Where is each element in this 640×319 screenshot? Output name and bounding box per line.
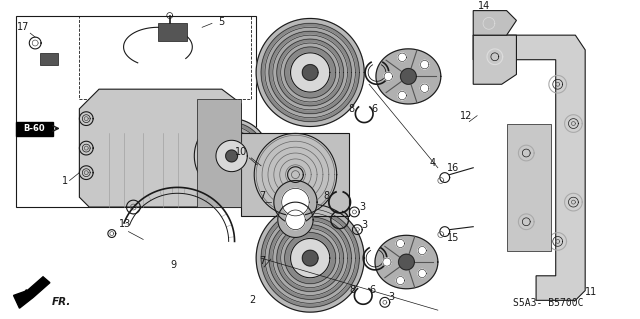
Polygon shape	[206, 130, 257, 182]
Text: 2: 2	[250, 295, 255, 305]
Bar	[507, 123, 551, 251]
Bar	[15, 16, 256, 207]
Text: 3: 3	[361, 220, 367, 230]
Polygon shape	[13, 277, 50, 308]
Polygon shape	[256, 204, 364, 312]
Polygon shape	[226, 150, 237, 162]
Text: 17: 17	[17, 22, 29, 32]
Polygon shape	[281, 43, 340, 102]
Polygon shape	[261, 209, 359, 307]
Polygon shape	[285, 47, 336, 98]
Text: 5: 5	[219, 18, 225, 27]
Text: 3: 3	[388, 292, 395, 302]
Polygon shape	[396, 240, 404, 248]
Polygon shape	[273, 221, 348, 295]
Polygon shape	[302, 250, 318, 266]
Polygon shape	[375, 235, 438, 289]
Polygon shape	[273, 35, 348, 110]
Polygon shape	[473, 35, 585, 300]
Text: 11: 11	[585, 287, 597, 297]
Polygon shape	[256, 19, 364, 127]
Bar	[241, 133, 349, 216]
Polygon shape	[383, 258, 391, 266]
Polygon shape	[401, 69, 416, 84]
Bar	[40, 53, 58, 65]
Polygon shape	[276, 39, 344, 106]
Bar	[158, 23, 188, 41]
Text: 8: 8	[349, 286, 356, 295]
Text: 7: 7	[259, 256, 266, 266]
Polygon shape	[216, 140, 247, 172]
Text: 14: 14	[478, 1, 490, 11]
Polygon shape	[418, 270, 426, 278]
Polygon shape	[282, 189, 309, 216]
Text: 10: 10	[234, 147, 247, 157]
Polygon shape	[79, 89, 241, 207]
Polygon shape	[195, 119, 269, 193]
Polygon shape	[198, 122, 265, 189]
Text: 13: 13	[118, 219, 131, 229]
Text: FR.: FR.	[52, 297, 71, 307]
Polygon shape	[210, 134, 253, 178]
Polygon shape	[291, 53, 330, 92]
Text: 6: 6	[371, 104, 377, 114]
Polygon shape	[285, 210, 305, 230]
Polygon shape	[269, 217, 351, 299]
Polygon shape	[276, 225, 344, 292]
Polygon shape	[420, 84, 429, 93]
Text: 4: 4	[430, 158, 436, 168]
Polygon shape	[420, 60, 429, 69]
Text: 6: 6	[369, 286, 375, 295]
Polygon shape	[396, 277, 404, 285]
Text: 8: 8	[349, 104, 355, 114]
Text: 15: 15	[447, 234, 459, 243]
Polygon shape	[278, 202, 313, 237]
FancyBboxPatch shape	[15, 122, 53, 136]
Polygon shape	[302, 65, 318, 80]
Polygon shape	[473, 11, 516, 35]
Text: 1: 1	[61, 175, 68, 186]
Bar	[79, 16, 252, 99]
Polygon shape	[281, 229, 340, 287]
Polygon shape	[261, 23, 359, 122]
Polygon shape	[269, 31, 351, 114]
Polygon shape	[291, 239, 330, 278]
Polygon shape	[376, 49, 441, 104]
Text: 8: 8	[323, 191, 329, 201]
Polygon shape	[398, 53, 406, 62]
Polygon shape	[265, 27, 355, 118]
Polygon shape	[384, 72, 392, 81]
Polygon shape	[265, 213, 355, 303]
Polygon shape	[274, 181, 317, 224]
Polygon shape	[398, 91, 406, 100]
Text: 12: 12	[460, 111, 473, 121]
Polygon shape	[202, 127, 261, 185]
Text: S5A3- B5700C: S5A3- B5700C	[513, 298, 583, 308]
Polygon shape	[473, 35, 516, 84]
Text: 7: 7	[259, 191, 266, 201]
Text: 9: 9	[171, 260, 177, 270]
Polygon shape	[399, 254, 414, 270]
Text: 3: 3	[359, 202, 365, 212]
Polygon shape	[418, 247, 426, 255]
Polygon shape	[285, 233, 336, 284]
Text: B-60: B-60	[24, 124, 45, 133]
Text: 16: 16	[447, 163, 459, 173]
Bar	[197, 99, 241, 207]
